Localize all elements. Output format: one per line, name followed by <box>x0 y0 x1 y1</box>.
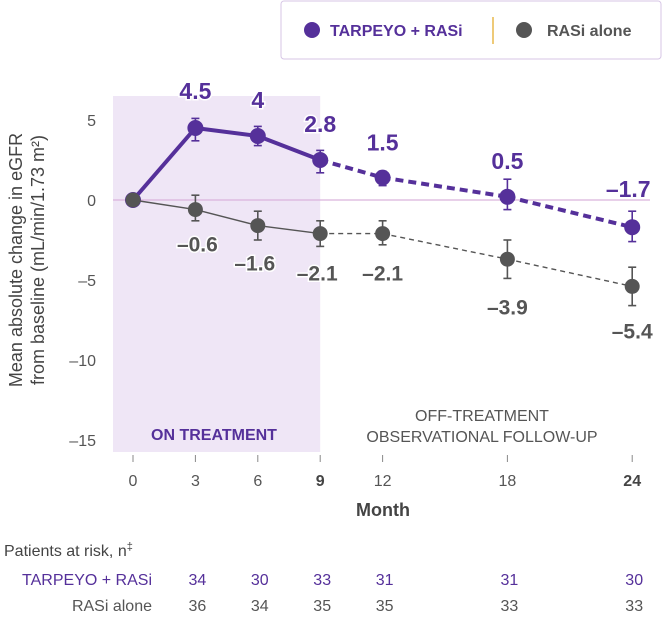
x-tick-label: 24 <box>623 473 641 490</box>
data-point <box>249 128 266 144</box>
series-line <box>257 224 321 235</box>
data-point <box>312 152 329 168</box>
series-line <box>255 134 323 162</box>
risk-table-cell: 35 <box>376 598 394 615</box>
risk-row-label-rasi: RASi alone <box>72 598 152 615</box>
data-point <box>375 226 391 242</box>
data-label: 4.5 <box>179 78 211 104</box>
risk-table-title-text: Patients at risk, n <box>4 543 127 560</box>
x-tick-label: 12 <box>374 473 392 490</box>
x-tick-label: 0 <box>129 473 138 490</box>
off-treatment-label-line-2: OBSERVATIONAL FOLLOW-UP <box>366 429 597 446</box>
risk-table-cell: 31 <box>501 572 519 589</box>
series-tarpeyo <box>125 117 641 243</box>
data-point <box>125 192 141 208</box>
data-label: –1.6 <box>234 253 275 276</box>
data-label: –1.7 <box>606 176 651 202</box>
off-treatment-label-line-1: OFF-TREATMENT <box>415 408 549 425</box>
y-axis-title-line-1: Mean absolute change in eGFR <box>6 133 26 387</box>
series-line-dashed <box>506 194 633 230</box>
data-point <box>312 226 328 242</box>
x-axis-title: Month <box>356 500 410 520</box>
data-label: –0.6 <box>177 234 218 257</box>
data-point <box>250 218 266 234</box>
data-label: 0.5 <box>491 148 523 174</box>
y-axis-title-line-2: from baseline (mL/min/1.73 m²) <box>28 135 48 385</box>
data-label: –5.4 <box>612 320 653 343</box>
data-point <box>624 278 640 294</box>
data-point <box>499 188 516 205</box>
series-line-dashed <box>507 258 633 288</box>
legend-label-rasi: RASi alone <box>547 23 632 40</box>
data-point <box>374 169 391 186</box>
legend-box <box>280 0 662 60</box>
series-line <box>193 126 260 138</box>
x-tick-label: 9 <box>316 473 325 490</box>
y-tick-label: –5 <box>78 273 96 290</box>
risk-table-cell: 30 <box>625 572 643 589</box>
on-treatment-region <box>113 96 321 452</box>
x-tick-label: 6 <box>253 473 262 490</box>
data-label: –3.9 <box>487 296 528 319</box>
risk-table-title: Patients at risk, n‡ <box>4 541 133 560</box>
data-point <box>624 219 641 236</box>
data-point <box>187 202 203 218</box>
risk-table-cell: 34 <box>251 598 269 615</box>
y-tick-label: –15 <box>69 433 96 450</box>
risk-table-values: 34 30 33 31 31 30 36 34 35 35 33 33 <box>189 572 644 615</box>
data-label: 2.8 <box>304 111 336 137</box>
legend-marker-rasi <box>516 22 532 38</box>
risk-table-cell: 34 <box>189 572 207 589</box>
x-tick-label: 3 <box>191 473 200 490</box>
y-axis-title: Mean absolute change in eGFR from baseli… <box>6 133 48 387</box>
data-label: –2.1 <box>362 263 403 286</box>
risk-table-cell: 36 <box>189 598 207 615</box>
risk-table-title-mark: ‡ <box>127 541 133 553</box>
data-label: 1.5 <box>367 130 399 156</box>
data-point <box>499 251 515 267</box>
series-line <box>194 208 259 227</box>
risk-table-cell: 33 <box>313 572 331 589</box>
risk-table: Patients at risk, n‡ TARPEYO + RASi RASi… <box>4 541 643 615</box>
series-line-dashed <box>382 232 508 260</box>
risk-table-cell: 35 <box>313 598 331 615</box>
series-line <box>131 126 198 202</box>
data-label: –2.1 <box>297 263 338 286</box>
y-tick-label: –10 <box>69 353 96 370</box>
series-layer: 4.5 4 2.8 1.5 0.5 –1.7 –0.6 –1.6 –2.1 –2.1 –3.9 –5.… <box>125 77 654 345</box>
axis-ticks: 5 0 –5 –10 –15 0 3 6 9 12 18 24 <box>69 113 650 490</box>
risk-table-cell: 31 <box>376 572 394 589</box>
risk-row-label-tarpeyo: TARPEYO + RASi <box>22 572 152 589</box>
legend-label-tarpeyo: TARPEYO + RASi <box>330 23 463 40</box>
risk-table-cell: 33 <box>501 598 519 615</box>
series-rasi <box>125 192 640 307</box>
risk-table-cell: 33 <box>625 598 643 615</box>
series-line <box>132 199 197 211</box>
series-line-dashed <box>382 175 508 199</box>
on-treatment-label: ON TREATMENT <box>151 427 277 444</box>
data-label: 4 <box>251 87 264 113</box>
y-tick-label: 5 <box>87 113 96 130</box>
series-line-dashed <box>319 158 384 180</box>
risk-table-cell: 30 <box>251 572 269 589</box>
x-tick-label: 18 <box>499 473 517 490</box>
legend: TARPEYO + RASi RASi alone <box>280 0 662 60</box>
y-tick-label: 0 <box>87 193 96 210</box>
legend-marker-tarpeyo <box>304 22 320 38</box>
data-point <box>187 120 204 136</box>
